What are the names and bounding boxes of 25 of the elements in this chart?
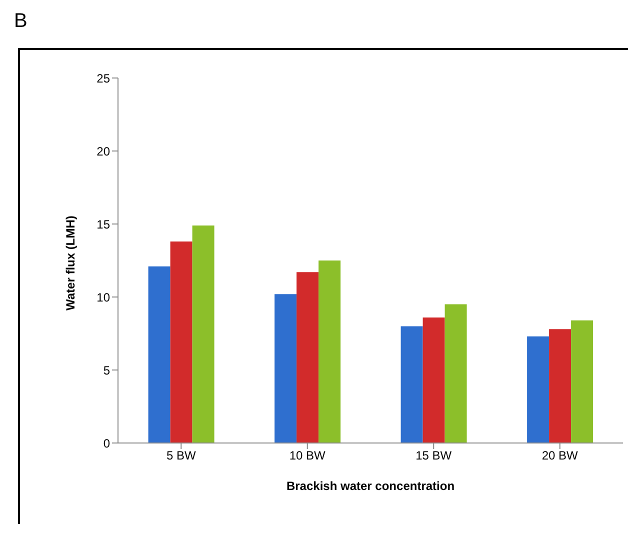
x-tick-label: 5 BW — [166, 448, 196, 463]
x-tick-label: 10 BW — [289, 448, 326, 463]
chart-title: B — [14, 10, 28, 33]
x-tick-label: 15 BW — [416, 448, 452, 463]
bar — [527, 336, 550, 443]
y-tick-label: 15 — [96, 217, 110, 232]
y-tick-label: 10 — [96, 290, 110, 304]
bar — [571, 320, 594, 443]
y-tick-label: 5 — [103, 363, 110, 378]
bar — [148, 266, 170, 443]
x-axis-title: Brackish water concentration — [286, 479, 455, 493]
bar — [192, 225, 214, 443]
bar — [400, 326, 423, 443]
x-tick-label: 20 BW — [542, 448, 579, 463]
bar — [422, 317, 445, 443]
bar — [296, 272, 319, 443]
y-tick-label: 20 — [96, 144, 110, 158]
bar — [274, 294, 297, 443]
y-tick-label: 25 — [96, 71, 110, 86]
y-tick-label: 0 — [103, 436, 110, 450]
bar — [318, 260, 341, 443]
bar — [444, 304, 467, 443]
bar — [549, 329, 572, 443]
y-axis-title: Water flux (LMH) — [63, 216, 78, 310]
bar — [170, 242, 192, 443]
